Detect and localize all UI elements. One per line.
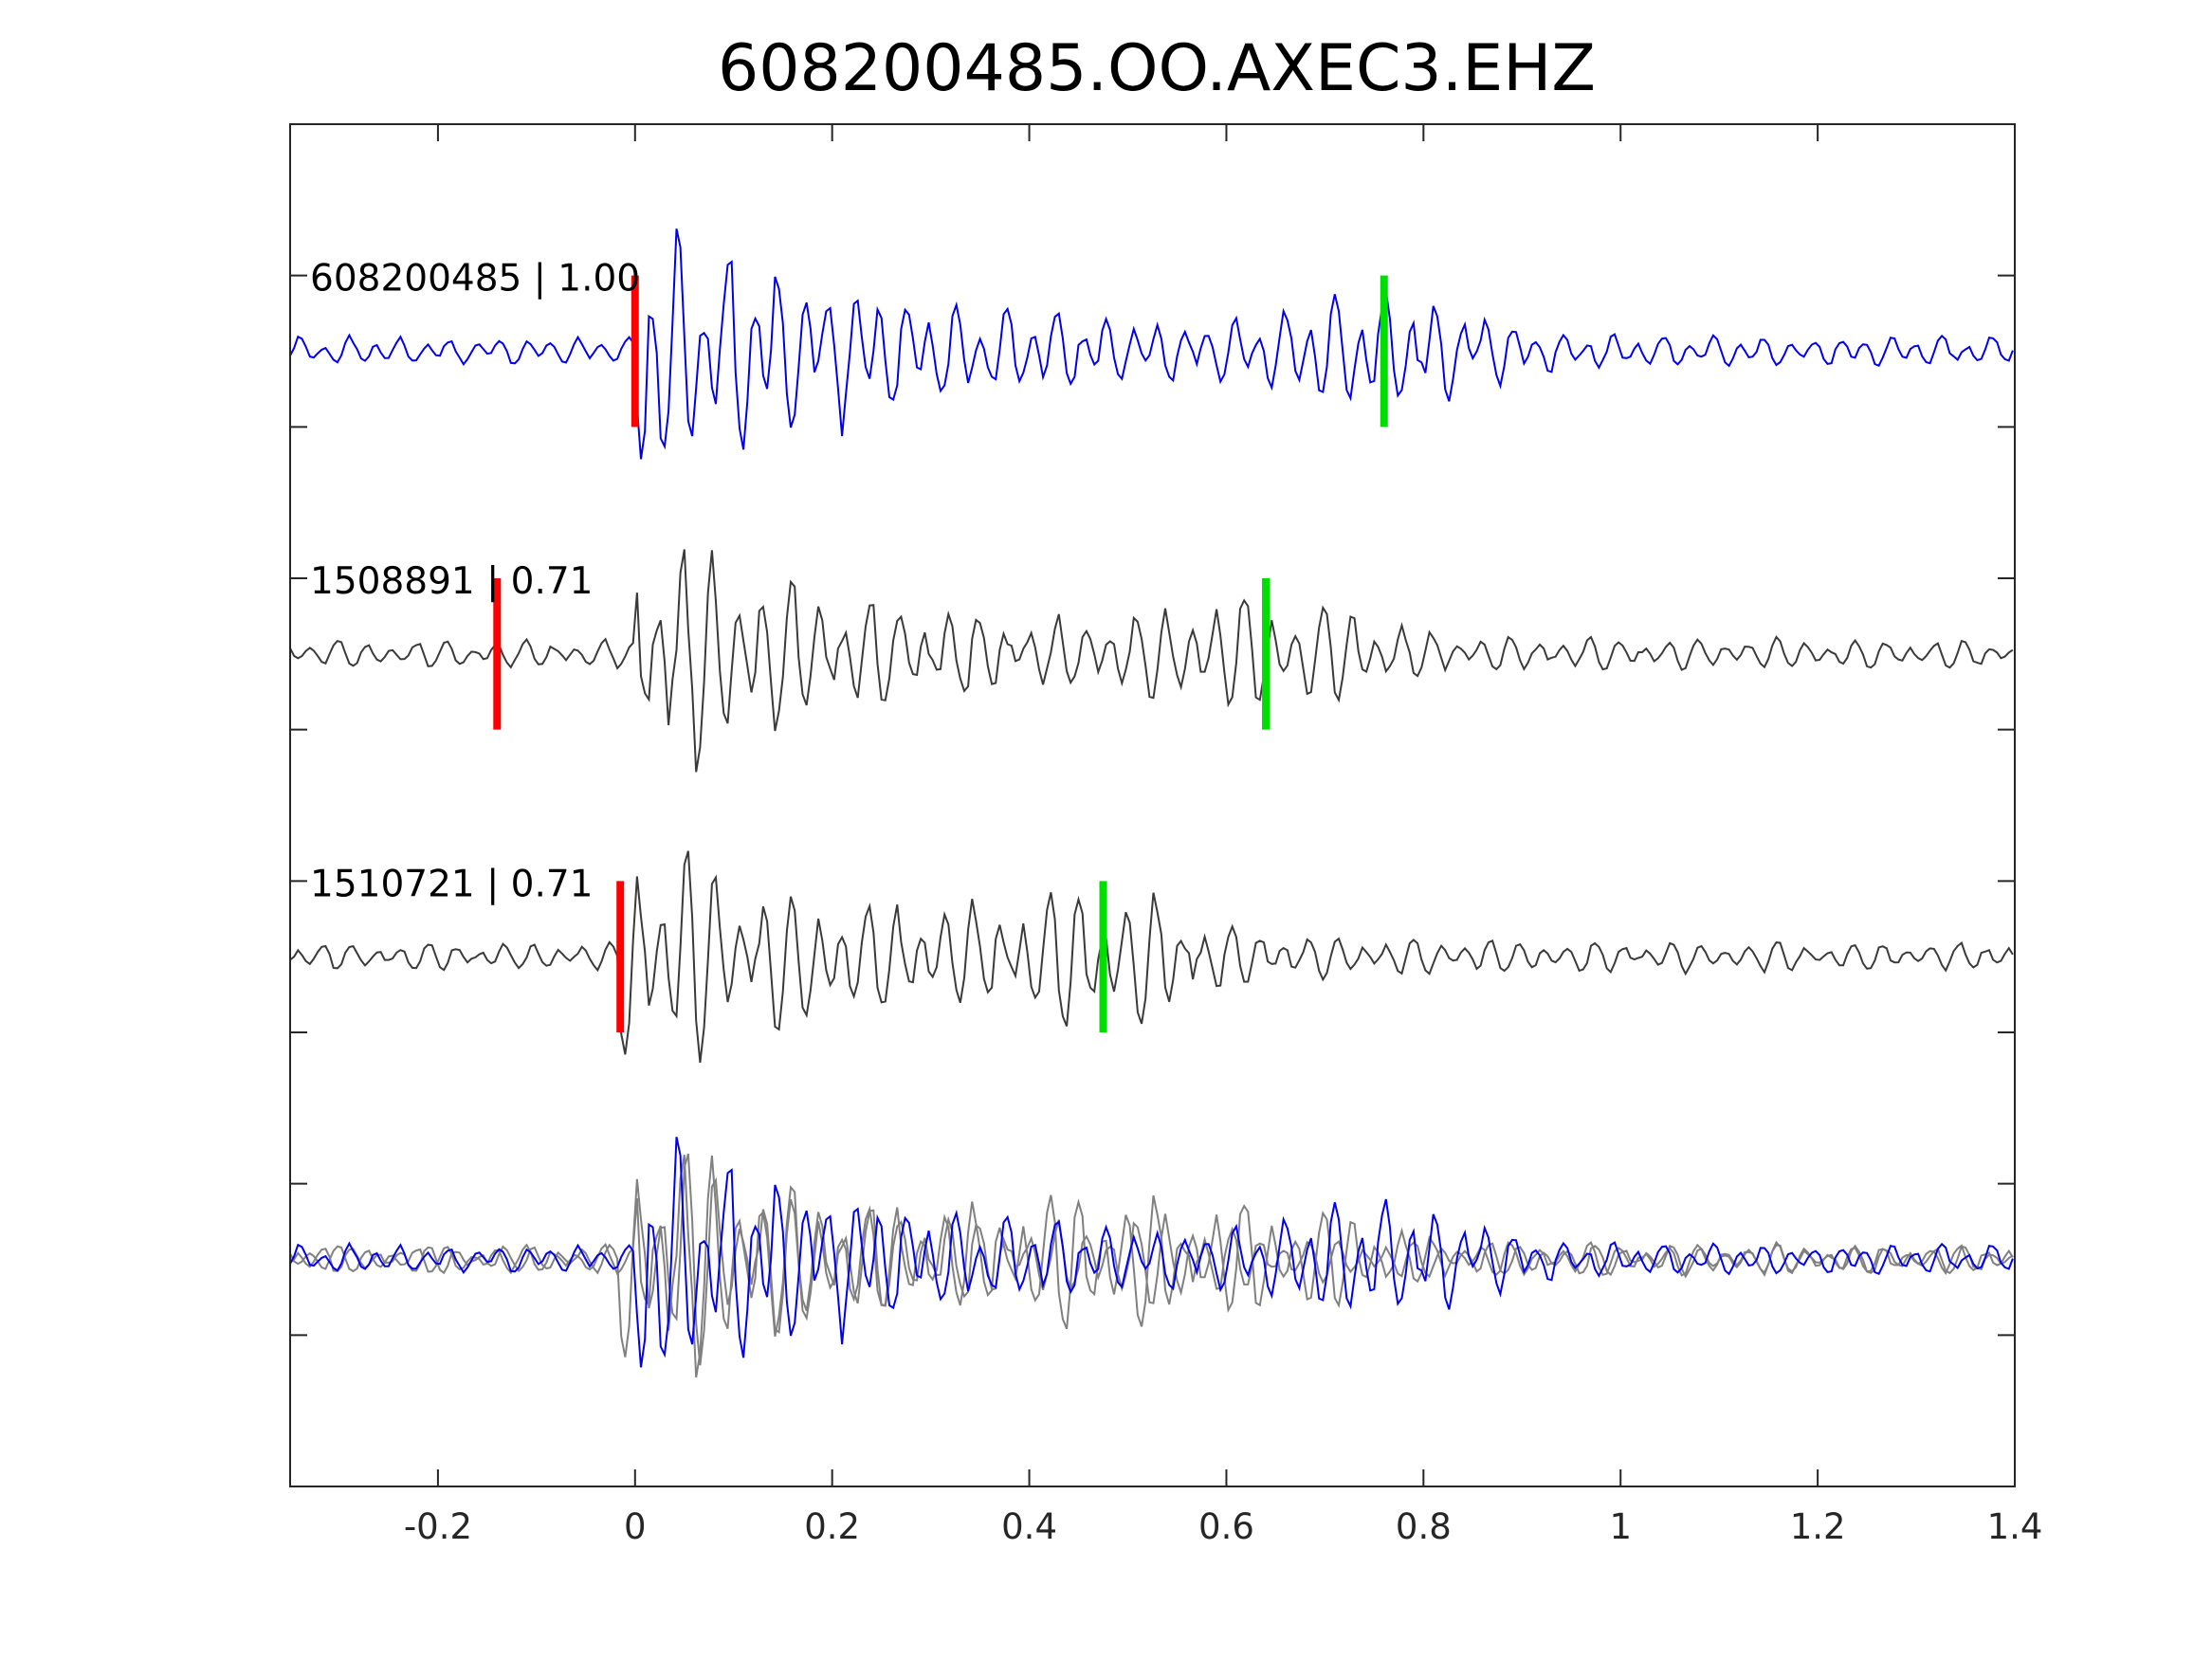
- trace-labels: 608200485 | 1.00 1508891 | 0.71 1510721 | …: [310, 258, 640, 906]
- trace-label: 1510721 | 0.71: [310, 863, 593, 905]
- overlay-trace: [289, 1155, 2014, 1378]
- waveform-traces: [289, 228, 2014, 1378]
- phase-picks: [493, 275, 1388, 1032]
- x-tick-label: 0: [624, 1506, 647, 1547]
- x-tick-label: 0.6: [1198, 1506, 1254, 1547]
- trace-label: 1508891 | 0.71: [310, 560, 593, 603]
- chart-title: 608200485.OO.AXEC3.EHZ: [718, 31, 1596, 106]
- x-tick-label: -0.2: [404, 1506, 472, 1547]
- plot-frame: [289, 123, 2016, 1487]
- x-tick-label: 1.2: [1790, 1506, 1846, 1547]
- trace-label: 608200485 | 1.00: [310, 258, 640, 301]
- trace-line-1: [289, 228, 2014, 460]
- overlay-trace: [289, 1153, 2014, 1366]
- trace-line-3: [289, 850, 2014, 1064]
- x-tick-label: 1.4: [1987, 1506, 2043, 1547]
- x-tick-label: 0.2: [804, 1506, 860, 1547]
- overlay-trace: [289, 1137, 2014, 1368]
- x-tick-label: 1: [1609, 1506, 1632, 1547]
- trace-line-2: [289, 549, 2014, 773]
- x-tick-label: 0.4: [1001, 1506, 1057, 1547]
- x-tick-label: 0.8: [1396, 1506, 1452, 1547]
- axis-ticks: -0.2 0 0.2 0.4 0.6 0.8 1 1.2 1.4: [290, 124, 2042, 1547]
